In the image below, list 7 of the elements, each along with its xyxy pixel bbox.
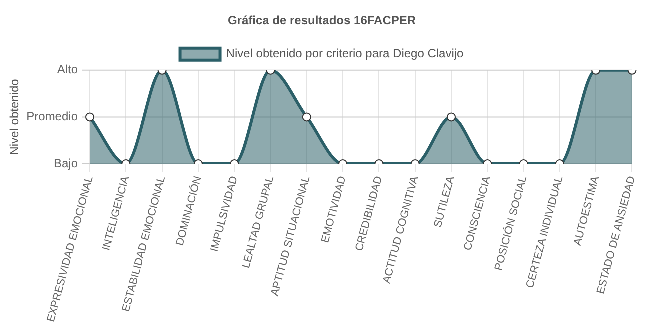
ref-line-label: Promedio <box>26 110 78 124</box>
chart-title: Gráfica de resultados 16FACPER <box>228 14 416 28</box>
ref-line-label: Alto <box>57 62 78 77</box>
legend-label: Nivel obtenido por criterio para Diego Clavijo <box>226 46 464 61</box>
y-axis-title: Nivel obtenido <box>8 78 22 156</box>
ref-line-label: Bajo <box>54 156 78 170</box>
x-tick-label: LEALTAD GRUPAL <box>240 175 277 270</box>
